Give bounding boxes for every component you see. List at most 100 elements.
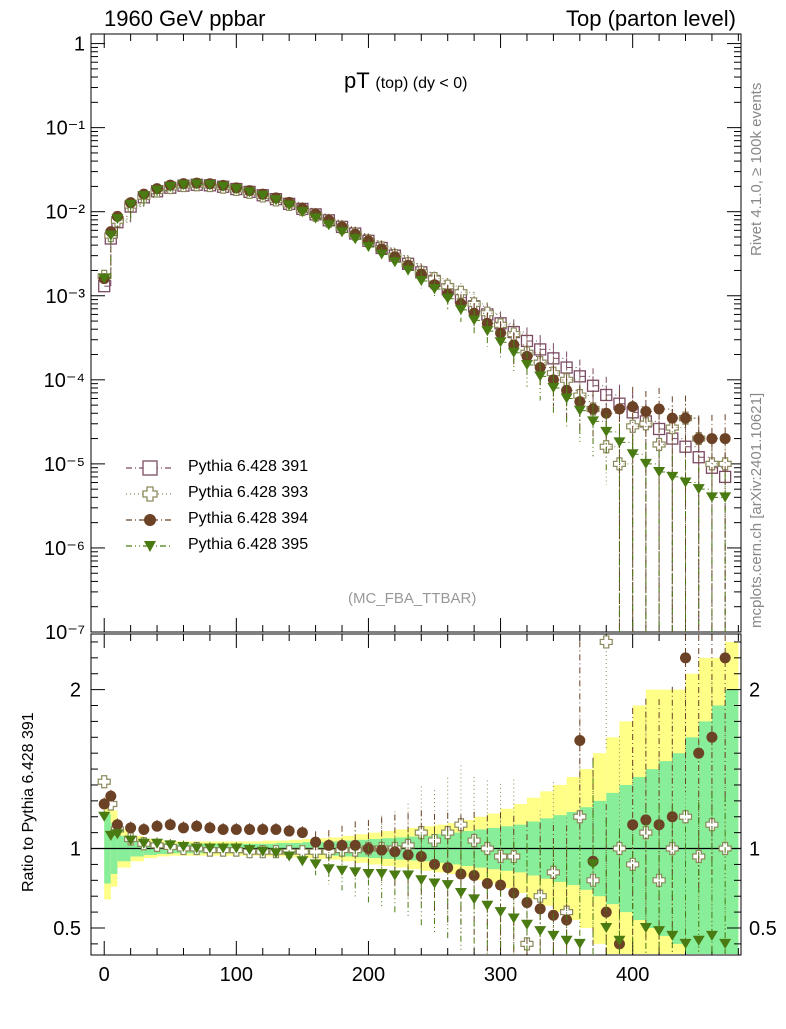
upper-y-tick-label: 10⁻⁵ <box>44 454 85 476</box>
ratio-point <box>652 873 666 887</box>
data-point <box>719 492 732 503</box>
header-left-text: 1960 GeV ppbar <box>104 6 266 31</box>
ratio-point <box>104 830 117 841</box>
ratio-point <box>600 922 613 933</box>
ratio-point <box>164 840 177 851</box>
ratio-point <box>296 827 308 839</box>
upper-y-tick-label: 10⁻⁴ <box>44 370 85 392</box>
ratio-point <box>693 747 705 759</box>
legend-item-391: Pythia 6.428 391 <box>124 456 364 482</box>
ratio-point <box>217 823 229 835</box>
ratio-point <box>230 843 243 854</box>
data-point <box>718 457 732 471</box>
ratio-band-layer <box>104 641 739 954</box>
ratio-point <box>574 734 586 746</box>
ratio-point <box>375 868 388 879</box>
legend-label-394: Pythia 6.428 394 <box>188 510 309 527</box>
ratio-point <box>402 870 415 881</box>
ratio-point <box>257 823 269 835</box>
ratio-point <box>639 922 652 933</box>
rivet-version-label: Rivet 4.1.0, ≥ 100k events <box>748 82 765 256</box>
ratio-point <box>111 829 124 840</box>
x-tick-label: 100 <box>220 964 253 986</box>
ratio-series-395 <box>98 760 732 954</box>
ratio-point <box>283 851 296 862</box>
ratio-point <box>256 846 269 857</box>
ratio-point <box>679 938 692 949</box>
ratio-point <box>678 810 693 824</box>
legend-label-395: Pythia 6.428 395 <box>188 536 309 553</box>
ratio-point <box>164 819 176 831</box>
legend-label-391: Pythia 6.428 391 <box>188 458 309 475</box>
series-layer <box>97 177 732 632</box>
ratio-point <box>244 823 256 835</box>
ratio-point <box>706 731 718 743</box>
ratio-point <box>455 868 467 880</box>
lower-y-tick-label-right: 0.5 <box>749 918 777 940</box>
ratio-point <box>705 818 719 832</box>
ratio-point <box>507 913 520 924</box>
ratio-point <box>560 935 573 946</box>
plot-title-sub: (top) (dy < 0) <box>375 75 468 92</box>
lower-y-tick-label-right: 2 <box>749 680 760 702</box>
header-right-text: Top (parton level) <box>566 6 736 31</box>
ratio-point <box>323 839 335 851</box>
ratio-point <box>269 848 282 859</box>
ratio-point <box>217 843 230 854</box>
upper-y-tick-label: 10⁻⁶ <box>44 538 85 560</box>
ratio-point <box>97 775 111 789</box>
lower-y-tick-label: 2 <box>70 680 81 702</box>
ratio-point <box>666 930 679 941</box>
ratio-point <box>480 841 494 856</box>
analysis-watermark: (MC_FBA_TTBAR) <box>348 590 477 607</box>
ratio-point <box>613 935 626 946</box>
upper-y-tick-label: 10⁻² <box>46 202 86 224</box>
upper-plot-frame <box>90 33 742 633</box>
ratio-point <box>388 870 401 881</box>
ratio-point <box>534 903 546 915</box>
ratio-point <box>177 822 189 834</box>
ratio-point <box>454 818 468 832</box>
data-point <box>639 417 653 431</box>
ratio-point <box>137 838 150 849</box>
ratio-point <box>125 822 137 834</box>
legend: Pythia 6.428 391 Pythia 6.428 393 Pythia… <box>124 456 364 560</box>
ratio-point <box>468 894 481 905</box>
plot-title-main: pT <box>344 68 370 93</box>
x-tick-label: 0 <box>99 964 110 986</box>
ratio-point <box>270 823 282 835</box>
ratio-point <box>124 835 137 846</box>
ratio-point <box>349 867 362 878</box>
ratio-point <box>494 907 507 918</box>
ratio-y-axis-label: Ratio to Pythia 6.428 391 <box>20 712 37 892</box>
ratio-point <box>98 798 110 810</box>
ratio-point <box>428 878 441 889</box>
ratio-band-green <box>698 721 712 954</box>
ratio-point <box>481 877 493 889</box>
ratio-point <box>151 838 164 849</box>
upper-y-tick-label: 10⁻⁷ <box>45 622 85 644</box>
legend-marker-395 <box>126 541 172 552</box>
x-tick-label: 400 <box>616 964 649 986</box>
upper-y-tick-label: 1 <box>74 34 85 56</box>
lower-y-tick-label-right: 1 <box>749 839 760 861</box>
ratio-point <box>111 819 123 831</box>
upper-y-tick-label: 10⁻³ <box>46 286 86 308</box>
ratio-point <box>599 635 613 649</box>
ratio-point <box>441 880 454 891</box>
ratio-point <box>243 845 256 856</box>
tick-labels-layer: 110⁻¹10⁻²10⁻³10⁻⁴10⁻⁵10⁻⁶10⁻⁷0.5 0.51 12 20… <box>44 34 777 986</box>
ratio-point <box>481 900 494 911</box>
ratio-band-green <box>725 689 739 954</box>
ratio-point <box>573 810 587 824</box>
ratio-point <box>204 822 216 834</box>
ratio-point <box>336 839 348 851</box>
x-tick-label: 200 <box>352 964 385 986</box>
mcplots-label: mcplots.cern.ch [arXiv:2401.10621] <box>748 392 765 628</box>
ratio-point <box>547 930 560 941</box>
ratio-point <box>336 865 349 876</box>
upper-y-tick-label: 10⁻¹ <box>46 118 86 140</box>
ratio-point <box>349 839 361 851</box>
